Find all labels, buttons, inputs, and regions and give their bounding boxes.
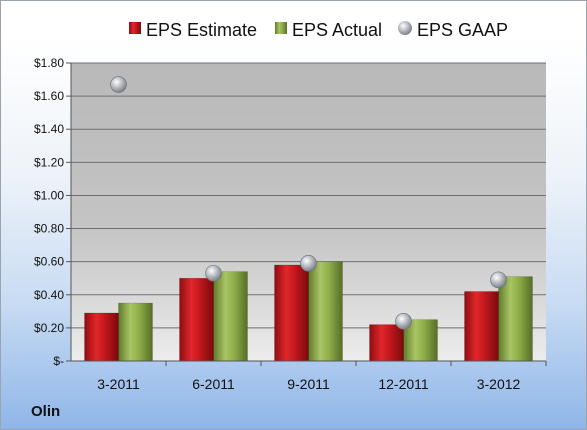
y-tick-label: $0.20 bbox=[34, 321, 64, 335]
y-tick-label: $0.40 bbox=[34, 288, 64, 302]
legend-label-estimate: EPS Estimate bbox=[146, 20, 257, 40]
x-tick-label: 3-2012 bbox=[477, 376, 521, 392]
bar-eps-actual bbox=[498, 276, 533, 362]
y-tick-label: $1.60 bbox=[34, 89, 64, 103]
bar-eps-estimate bbox=[369, 324, 404, 362]
legend-swatch-estimate bbox=[129, 22, 141, 34]
marker-eps-gaap bbox=[110, 76, 127, 93]
x-axis: 3-2011 6-2011 9-2011 12-2011 3-2012 bbox=[71, 360, 547, 392]
y-tick-label: $1.00 bbox=[34, 188, 64, 202]
marker-eps-gaap bbox=[490, 271, 507, 289]
gaap-markers bbox=[110, 76, 507, 330]
marker-eps-gaap bbox=[395, 312, 412, 330]
marker-eps-gaap bbox=[300, 255, 317, 272]
legend-label-actual: EPS Actual bbox=[292, 20, 382, 40]
bars bbox=[84, 261, 533, 362]
x-tick-label: 12-2011 bbox=[378, 376, 429, 392]
bar-eps-estimate bbox=[179, 277, 214, 362]
legend-item-actual: EPS Actual bbox=[275, 20, 382, 40]
y-tick-label: $- bbox=[53, 354, 64, 368]
legend-swatch-actual bbox=[275, 22, 287, 34]
x-tick-label: 6-2011 bbox=[192, 376, 235, 392]
bar-eps-actual bbox=[118, 302, 153, 362]
y-tick-label: $0.80 bbox=[34, 222, 64, 236]
x-tick-label: 3-2011 bbox=[97, 376, 140, 392]
y-tick-label: $1.80 bbox=[34, 56, 64, 70]
y-tick-label: $1.40 bbox=[34, 122, 64, 136]
bar-eps-estimate bbox=[84, 312, 119, 362]
legend-item-estimate: EPS Estimate bbox=[129, 20, 257, 40]
bar-eps-actual bbox=[308, 261, 343, 362]
y-tick-label: $1.20 bbox=[34, 155, 64, 169]
marker-eps-gaap bbox=[205, 264, 222, 282]
x-tick-label: 9-2011 bbox=[287, 376, 330, 392]
y-tick-label: $0.60 bbox=[34, 255, 64, 269]
legend-item-gaap: EPS GAAP bbox=[398, 20, 508, 40]
legend-swatch-gaap bbox=[398, 21, 412, 35]
company-label: Olin bbox=[31, 403, 61, 420]
bar-eps-estimate bbox=[274, 264, 309, 362]
y-axis: $- $0.20 $0.40 $0.60 $0.80 $1.00 $1.20 $1.40 $1.… bbox=[34, 56, 72, 368]
legend-label-gaap: EPS GAAP bbox=[417, 20, 508, 40]
bar-eps-estimate bbox=[464, 291, 499, 362]
legend: EPS Estimate EPS Actual EPS GAAP bbox=[129, 20, 508, 40]
bar-eps-actual bbox=[213, 271, 248, 362]
